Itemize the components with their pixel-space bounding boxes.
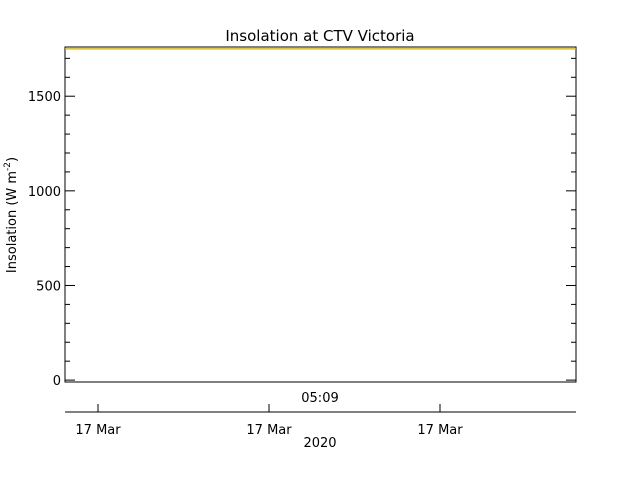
- plot-frame: [64, 46, 577, 383]
- x-date-tick-label: 17 Mar: [75, 423, 121, 438]
- y-axis-label: Insolation (W m-2): [3, 157, 20, 273]
- x-date-axis-labels: 17 Mar 17 Mar 17 Mar: [75, 423, 463, 438]
- y-axis-label-main: Insolation (W m: [5, 171, 20, 273]
- x-date-tick-label: 17 Mar: [417, 423, 463, 438]
- y-tick-label: 0: [53, 374, 61, 389]
- y-axis-tick-labels: 0 500 1000 1500: [28, 90, 61, 389]
- y-tick-label: 500: [36, 279, 61, 294]
- y-axis-label-superscript: -2: [3, 162, 13, 171]
- y-axis-label-close: ): [5, 157, 20, 162]
- x-date-axis-ticks: [97, 404, 441, 412]
- x-year-label: 2020: [303, 436, 336, 451]
- chart-title: Insolation at CTV Victoria: [225, 27, 414, 45]
- x-time-label: 05:09: [301, 391, 338, 406]
- x-date-tick-label: 17 Mar: [246, 423, 292, 438]
- y-tick-label: 1500: [28, 90, 61, 105]
- y-axis-ticks: [65, 57, 576, 381]
- y-tick-label: 1000: [28, 185, 61, 200]
